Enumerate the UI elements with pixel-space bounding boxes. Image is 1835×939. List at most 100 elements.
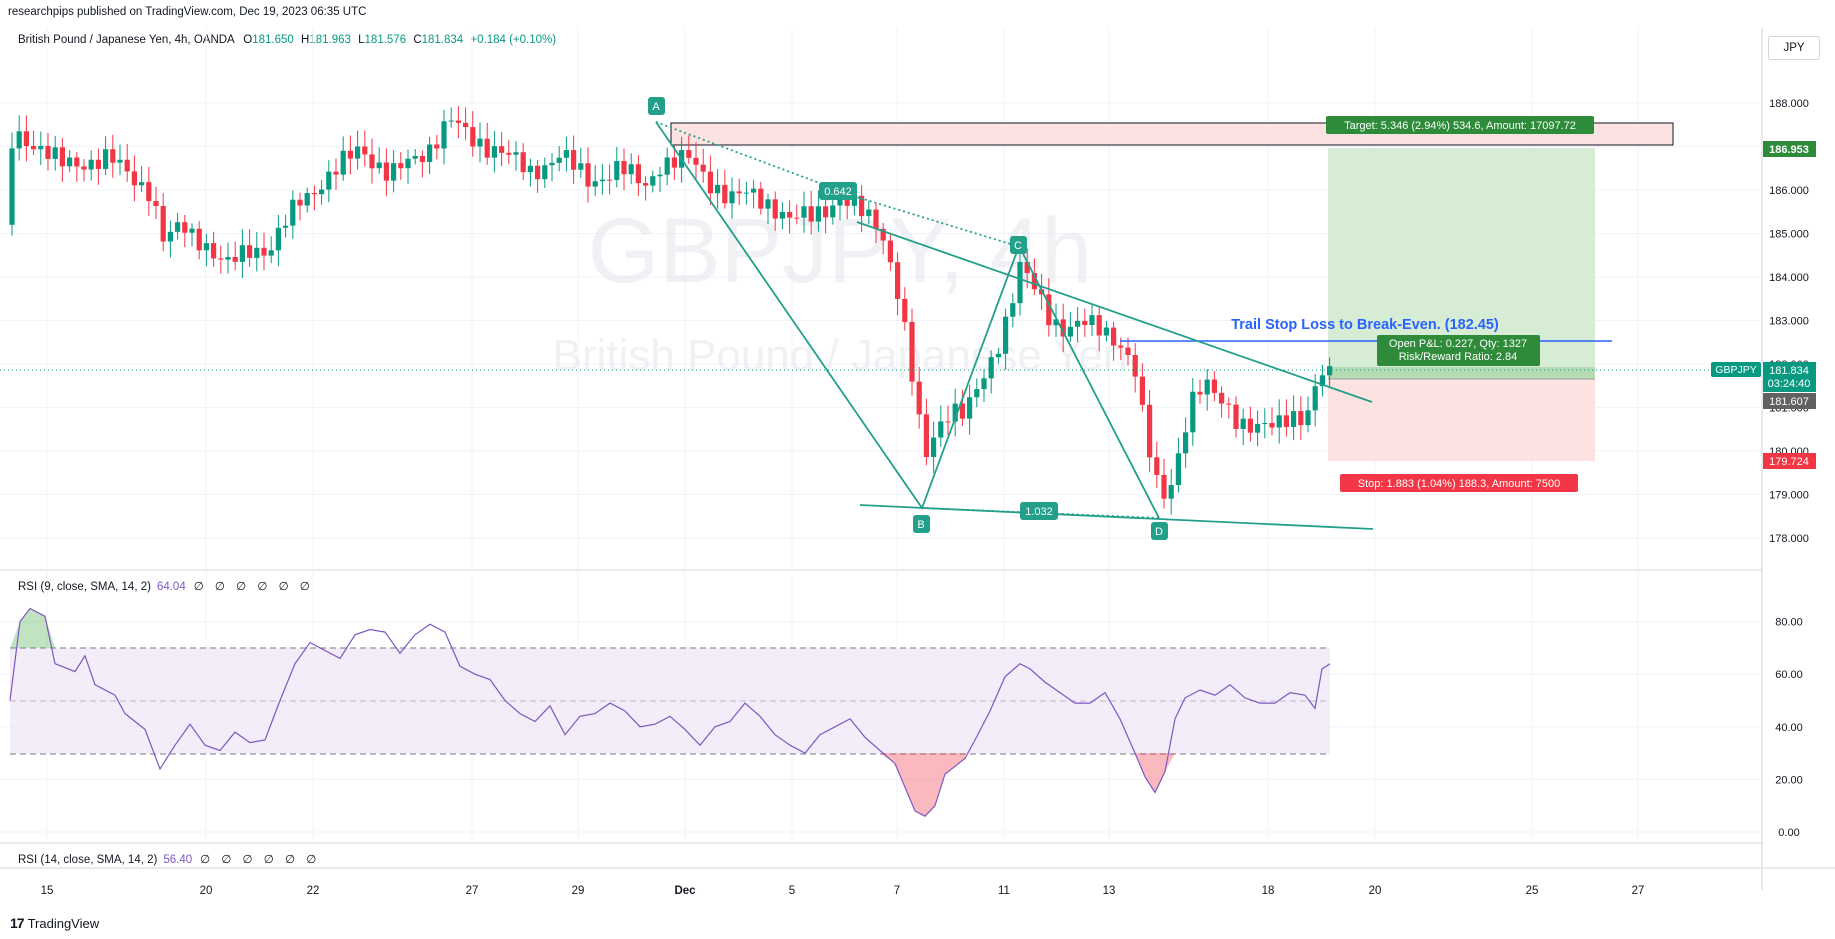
- candle-body: [758, 188, 764, 209]
- candle-body: [182, 222, 188, 233]
- candle-body: [448, 120, 454, 122]
- low-value: 181.576: [364, 34, 407, 46]
- candle-body: [297, 199, 303, 206]
- svg-text:179.724: 179.724: [1769, 456, 1809, 468]
- candle-body: [563, 150, 569, 158]
- symbol-legend: British Pound / Japanese Yen, 4h, OANDA …: [18, 34, 556, 46]
- candle-body: [1003, 316, 1009, 354]
- candle-body: [830, 205, 836, 218]
- candle-body: [1312, 386, 1318, 411]
- loss-zone[interactable]: [1328, 379, 1595, 461]
- candle-body: [275, 227, 281, 251]
- candle-body: [333, 171, 339, 175]
- candle-body: [635, 164, 641, 184]
- candle-body: [477, 138, 483, 147]
- candle-body: [837, 198, 843, 206]
- time-tick: 27: [466, 885, 479, 897]
- candle-body: [1060, 319, 1066, 337]
- publisher-line: researchpips published on TradingView.co…: [8, 6, 367, 18]
- candlestick-series: [9, 106, 1333, 515]
- stop-label[interactable]: Stop: 1.883 (1.04%) 188.3, Amount: 7500: [1340, 474, 1578, 492]
- price-axis[interactable]: 188.000187.000186.000185.000184.000183.0…: [1769, 98, 1809, 545]
- currency-button[interactable]: JPY: [1768, 36, 1820, 60]
- candle-body: [1053, 319, 1059, 326]
- candle-body: [592, 181, 598, 187]
- close-label: C: [413, 34, 422, 46]
- open-pnl-zone: [1328, 367, 1595, 379]
- candle-body: [571, 150, 577, 170]
- candle-body: [355, 146, 361, 159]
- symbol-description[interactable]: British Pound / Japanese Yen, 4h, OANDA: [18, 34, 235, 46]
- point-a-label[interactable]: A: [648, 97, 665, 115]
- candle-body: [74, 157, 80, 167]
- candle-body: [16, 131, 22, 149]
- candle-body: [247, 245, 253, 258]
- candle-body: [1031, 273, 1037, 290]
- candle-body: [160, 206, 166, 242]
- candle-body: [1168, 485, 1174, 499]
- svg-text:0.642: 0.642: [824, 186, 852, 198]
- candle-body: [1190, 391, 1196, 433]
- tradingview-footer[interactable]: 17 TradingView: [10, 915, 99, 931]
- candle-body: [1010, 303, 1016, 317]
- candle-body: [614, 161, 620, 180]
- candle-body: [203, 243, 209, 251]
- ratio-bd-label[interactable]: 1.032: [1020, 502, 1058, 520]
- trail-stop-note[interactable]: Trail Stop Loss to Break-Even. (182.45): [1231, 317, 1499, 333]
- candle-body: [441, 121, 447, 149]
- rsi2-legend[interactable]: RSI (14, close, SMA, 14, 2) 56.40 ∅ ∅ ∅ ∅ …: [18, 852, 320, 866]
- ratio-ac-label[interactable]: 0.642: [819, 182, 857, 200]
- time-tick: 25: [1526, 885, 1539, 897]
- candle-body: [110, 149, 116, 163]
- point-c-label[interactable]: C: [1010, 236, 1027, 254]
- target-label[interactable]: Target: 5.346 (2.94%) 534.6, Amount: 170…: [1326, 116, 1594, 134]
- rsi2-value: 56.40: [163, 854, 193, 866]
- candle-body: [1103, 327, 1109, 336]
- candle-body: [23, 131, 29, 147]
- candle-body: [995, 353, 1001, 358]
- candle-body: [974, 389, 980, 398]
- price-tick: 186.000: [1769, 185, 1809, 197]
- entry-price-badge: 181.607: [1763, 393, 1816, 409]
- open-pnl-label[interactable]: Open P&L: 0.227, Qty: 1327 Risk/Reward R…: [1377, 335, 1540, 366]
- open-value: 181.650: [252, 34, 294, 46]
- candle-body: [1226, 403, 1232, 405]
- candle-body: [1017, 261, 1023, 304]
- point-d-label[interactable]: D: [1151, 522, 1168, 540]
- candle-body: [153, 201, 159, 207]
- tradingview-logo-icon: 17: [10, 915, 25, 931]
- candle-body: [383, 162, 389, 181]
- candle-body: [722, 184, 728, 204]
- candle-body: [650, 176, 656, 186]
- candle-body: [470, 127, 476, 147]
- svg-text:Target: 5.346 (2.94%) 534.6, A: Target: 5.346 (2.94%) 534.6, Amount: 170…: [1344, 120, 1576, 132]
- point-b-label[interactable]: B: [913, 515, 930, 533]
- candle-body: [268, 250, 274, 256]
- candle-body: [1255, 423, 1261, 433]
- candle-body: [484, 138, 490, 158]
- candle-body: [1089, 315, 1095, 326]
- candle-body: [1096, 315, 1102, 336]
- svg-text:181.834: 181.834: [1769, 365, 1809, 377]
- time-axis[interactable]: 15 20 22 27 29 Dec 5 7 11 13 18 20 25 27: [41, 885, 1645, 897]
- rsi-axis[interactable]: 80.00 60.00 40.00 20.00 0.00: [1775, 617, 1803, 839]
- candle-body: [621, 161, 627, 175]
- candle-body: [326, 171, 332, 190]
- candle-body: [405, 158, 411, 169]
- candle-body: [844, 198, 850, 206]
- svg-text:D: D: [1155, 526, 1163, 538]
- candle-body: [916, 381, 922, 415]
- candle-body: [801, 206, 807, 218]
- candle-body: [1175, 453, 1181, 486]
- watermark-name: British Pound / Japanese Yen: [553, 331, 1128, 380]
- candle-body: [95, 159, 101, 169]
- candle-body: [211, 243, 217, 259]
- change-value: +0.184 (+0.10%): [470, 34, 557, 46]
- candle-body: [549, 162, 555, 166]
- candle-body: [1219, 392, 1225, 404]
- time-tick: 5: [789, 885, 795, 897]
- candle-body: [283, 225, 289, 228]
- candle-body: [851, 195, 857, 206]
- rsi1-legend[interactable]: RSI (9, close, SMA, 14, 2) 64.04 ∅ ∅ ∅ ∅ ∅…: [18, 579, 314, 593]
